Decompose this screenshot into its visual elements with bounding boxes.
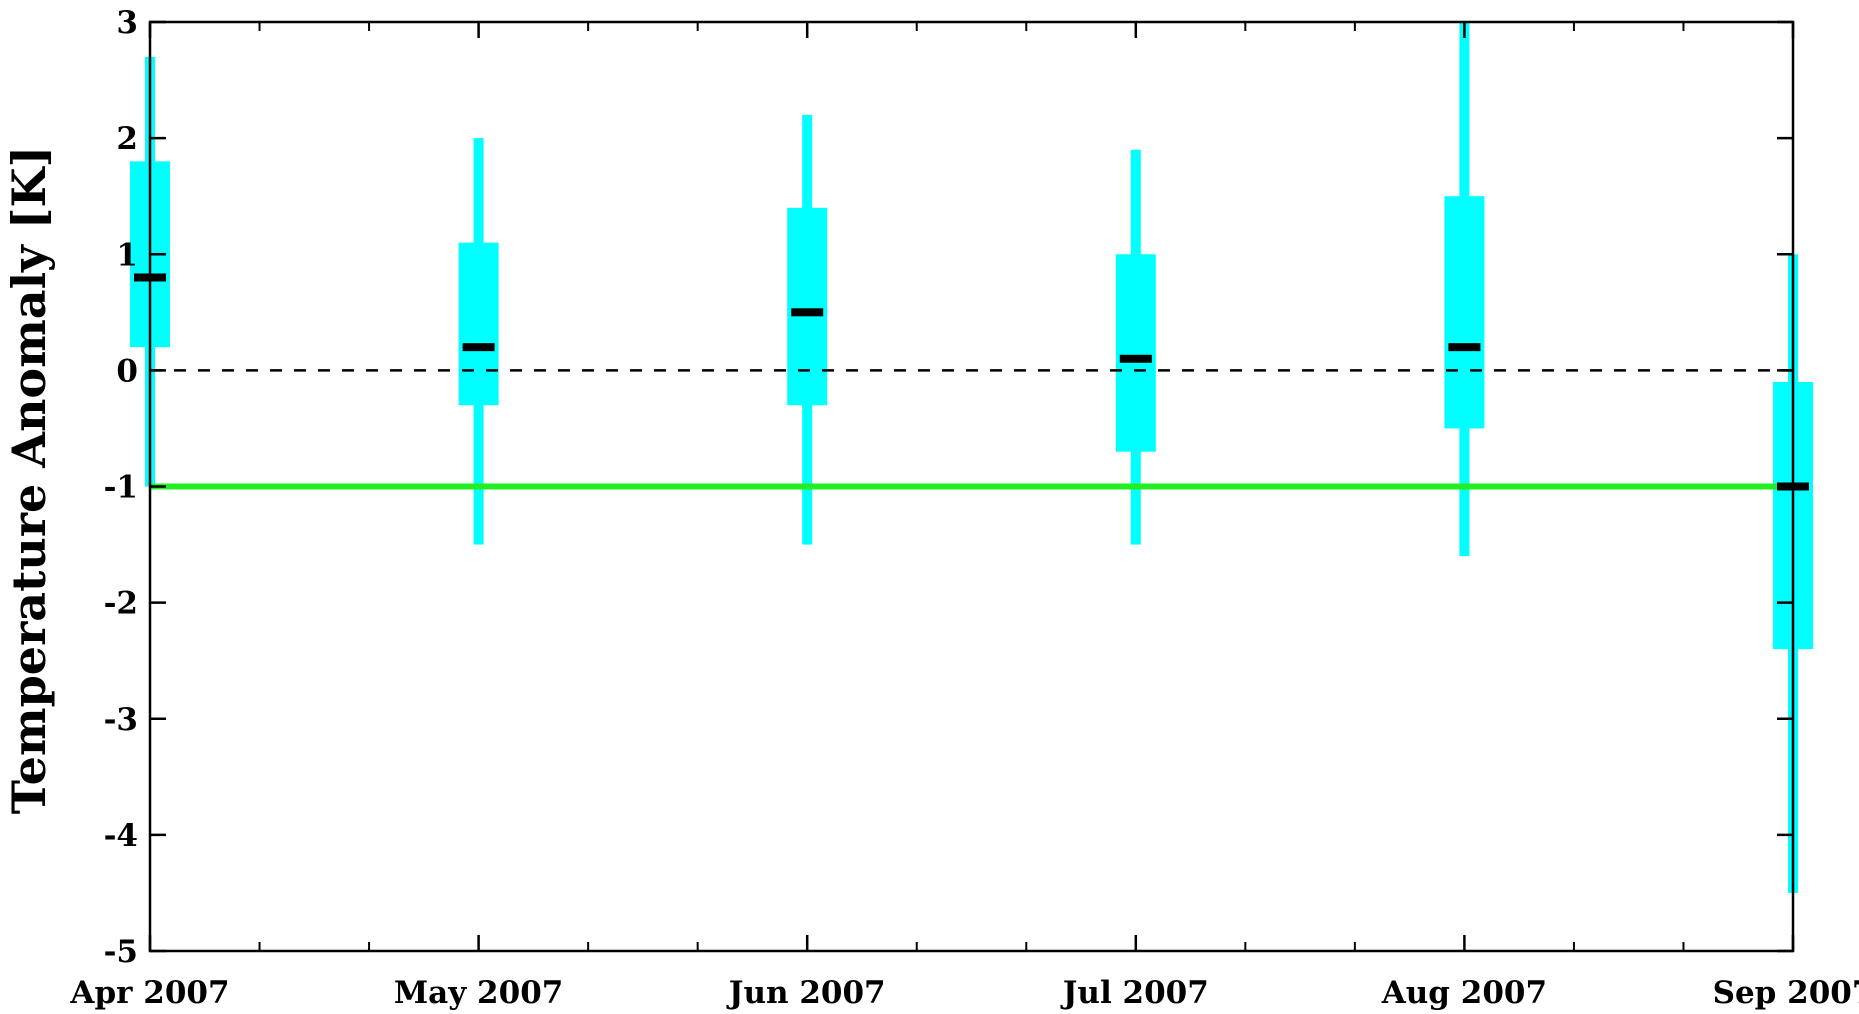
median-marker-3 — [791, 308, 824, 317]
box-4 — [1115, 254, 1156, 452]
y-tick-label-4: -2 — [104, 586, 138, 622]
x-tick-label-4: Jul 2007 — [1060, 975, 1209, 1011]
reference-lines-layer — [150, 369, 1793, 490]
y-tick-label-9: 3 — [116, 5, 138, 41]
median-marker-4 — [1119, 354, 1152, 363]
x-tick-label-5: Aug 2007 — [1381, 975, 1547, 1011]
y-tick-label-7: 1 — [116, 237, 138, 273]
y-tick-label-2: -4 — [104, 818, 138, 854]
x-tick-label-6: Sep 2007 — [1713, 975, 1859, 1011]
y-axis-title: Temperature Anomaly [K] — [2, 146, 56, 815]
y-tick-label-3: -3 — [104, 702, 138, 738]
box-5 — [1444, 196, 1485, 429]
box-3 — [787, 207, 828, 406]
x-tick-label-2: May 2007 — [394, 975, 564, 1011]
y-tick-label-6: 0 — [116, 353, 138, 389]
median-marker-5 — [1448, 343, 1481, 352]
axes-layer: -5 -4 -3 -2 -1 0 1 2 3 Apr 2007 May 2007 Jun 2007 Ju… — [69, 5, 1859, 1011]
boxes-layer — [130, 22, 1813, 893]
y-tick-label-1: -5 — [104, 934, 138, 970]
median-marker-2 — [462, 343, 495, 352]
medians-layer — [134, 273, 1809, 491]
y-tick-label-8: 2 — [116, 121, 138, 157]
x-tick-label-1: Apr 2007 — [69, 975, 229, 1011]
y-tick-label-5: -1 — [104, 470, 138, 506]
box-2 — [458, 242, 499, 406]
x-tick-label-3: Jun 2007 — [726, 975, 886, 1011]
